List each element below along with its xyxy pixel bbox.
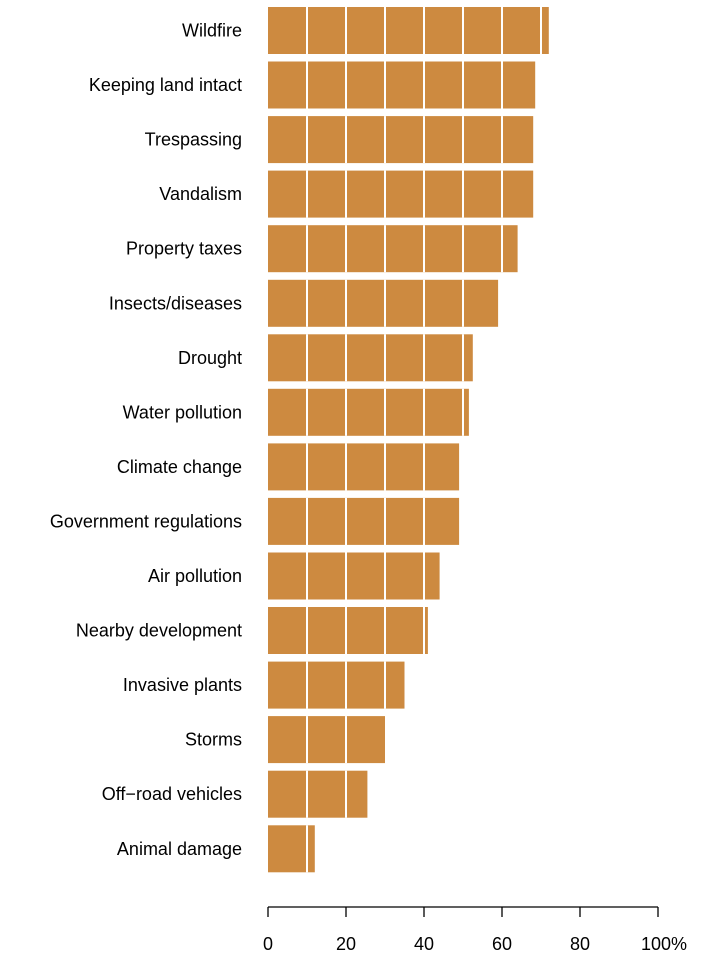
category-label-0: Wildfire: [182, 21, 242, 41]
category-label-13: Storms: [185, 730, 242, 750]
x-tick-label-80: 80: [570, 934, 590, 953]
x-tick-label-100: 100%: [641, 934, 687, 953]
category-label-15: Animal damage: [117, 839, 242, 859]
category-label-12: Invasive plants: [123, 675, 242, 695]
gridlines-group: [306, 7, 542, 873]
bar-7: [268, 388, 469, 436]
bar-6: [268, 334, 473, 382]
category-label-9: Government regulations: [50, 512, 242, 532]
category-label-11: Nearby development: [76, 621, 242, 641]
category-label-7: Water pollution: [123, 402, 242, 422]
category-label-8: Climate change: [117, 457, 242, 477]
x-tick-label-20: 20: [336, 934, 356, 953]
category-label-1: Keeping land intact: [89, 75, 242, 95]
category-label-5: Insects/diseases: [109, 293, 242, 313]
bar-14: [268, 770, 368, 818]
category-label-3: Vandalism: [159, 184, 242, 204]
category-label-4: Property taxes: [126, 239, 242, 259]
bar-4: [268, 225, 518, 273]
x-axis: 0 20 40 60 80 100%: [263, 906, 687, 953]
bar-8: [268, 443, 460, 491]
category-label-14: Off−road vehicles: [102, 784, 242, 804]
bar-2: [268, 116, 534, 164]
category-labels-group: Wildfire Keeping land intact Trespassing Va…: [50, 21, 242, 859]
bar-0: [268, 7, 549, 54]
x-tick-label-0: 0: [263, 934, 273, 953]
bar-10: [268, 552, 440, 600]
x-tick-label-40: 40: [414, 934, 434, 953]
category-label-2: Trespassing: [145, 130, 242, 150]
category-label-6: Drought: [178, 348, 242, 368]
bar-11: [268, 607, 428, 654]
bar-3: [268, 170, 534, 218]
category-label-10: Air pollution: [148, 566, 242, 586]
bar-9: [268, 497, 460, 545]
bars-group: [268, 7, 549, 873]
bar-1: [268, 61, 536, 109]
x-tick-label-60: 60: [492, 934, 512, 953]
bar-12: [268, 661, 405, 709]
bar-13: [268, 716, 385, 764]
